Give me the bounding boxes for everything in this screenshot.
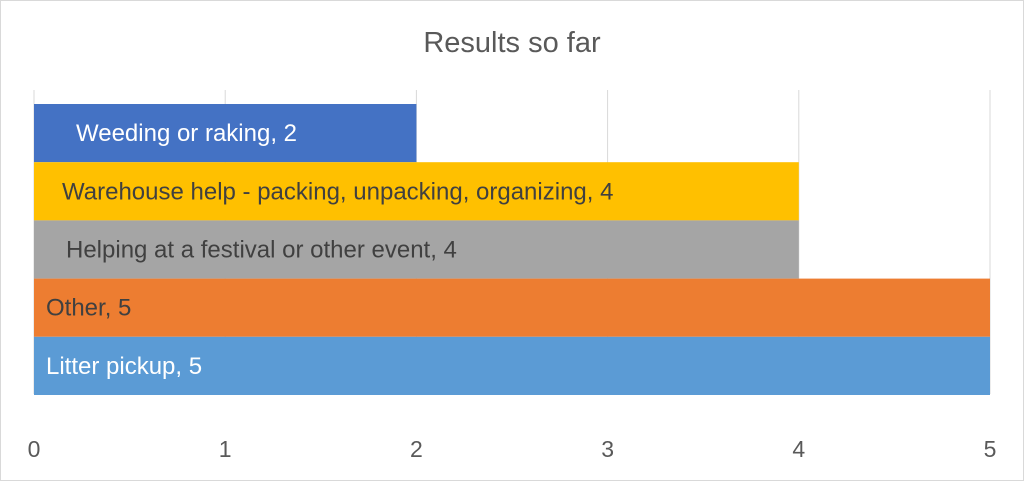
data-label: Other, 5 <box>46 295 131 322</box>
data-label: Warehouse help - packing, unpacking, org… <box>62 178 613 205</box>
x-tick-label: 4 <box>792 436 805 462</box>
bars <box>34 104 990 395</box>
bar <box>34 278 990 337</box>
x-tick-label: 1 <box>219 436 232 462</box>
bar <box>34 220 799 279</box>
x-axis-ticks: 0 1 2 3 4 5 <box>28 436 997 462</box>
bar <box>34 104 417 163</box>
data-label: Helping at a festival or other event, 4 <box>66 237 457 264</box>
data-labels: Weeding or raking, 2 Warehouse help - pac… <box>46 120 613 380</box>
x-tick-label: 5 <box>984 436 997 462</box>
data-label: Litter pickup, 5 <box>46 353 202 380</box>
chart-title: Results so far <box>423 27 601 59</box>
x-tick-label: 0 <box>28 436 41 462</box>
x-tick-label: 2 <box>410 436 423 462</box>
bar <box>34 162 799 221</box>
bar <box>34 336 990 395</box>
x-tick-label: 3 <box>601 436 614 462</box>
data-label: Weeding or raking, 2 <box>76 120 297 147</box>
